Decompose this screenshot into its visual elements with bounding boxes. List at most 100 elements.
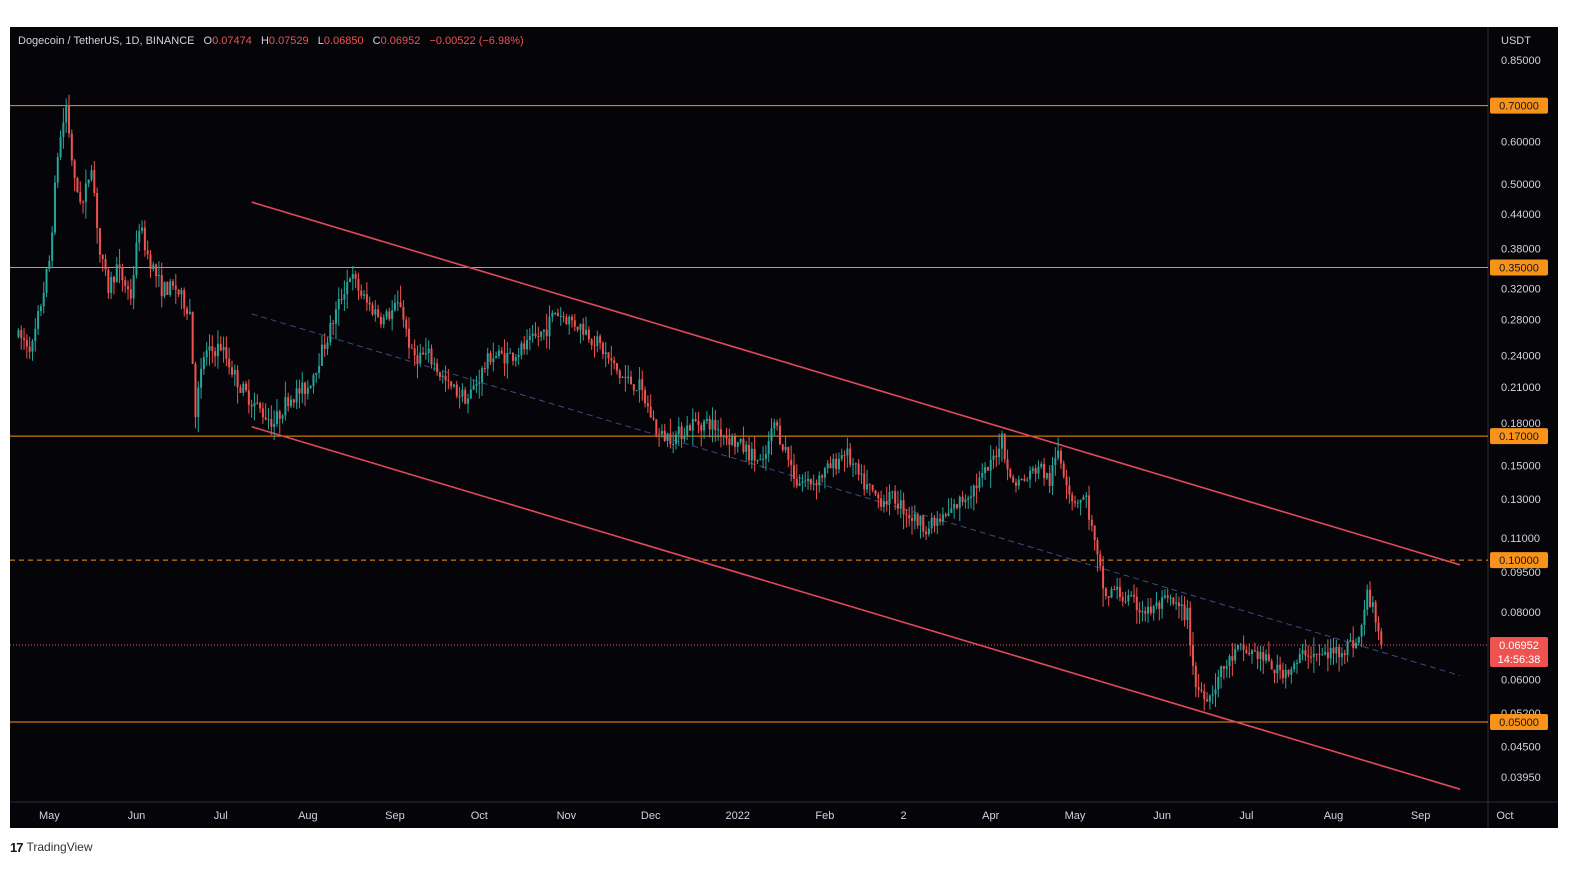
candle-body [42,292,45,307]
candle-body [245,383,248,391]
candle-body [250,404,253,407]
candle-body [1104,588,1107,597]
candle-body [1062,463,1065,477]
candle-body [1287,669,1290,675]
candle-body [1346,641,1349,656]
candle-body [1214,689,1217,695]
candle-body [214,351,217,357]
candle-body [1352,640,1355,649]
candle-body [371,304,374,315]
candle-body [247,390,250,405]
candle-body [51,232,54,261]
candle-body [1349,640,1352,642]
candle-body [736,442,739,447]
candle-body [1130,595,1133,597]
candle-body [1082,497,1085,500]
candle-body [132,275,135,299]
candle-body [1093,525,1096,541]
candle-body [478,382,481,384]
candle-body [379,316,382,325]
candle-body [722,436,725,438]
candle-body [360,290,363,296]
channel-lower-line [251,425,1461,790]
candle-body [984,467,987,474]
candle-body [222,347,225,351]
candle-body [936,518,939,526]
candle-body [343,294,346,300]
candle-body [630,376,633,385]
candle-body [461,389,464,397]
candle-body [318,365,321,373]
candle-body [28,346,31,352]
candle-body [1380,631,1383,646]
candle-body [764,454,767,459]
candle-body [1321,654,1324,656]
price-chart[interactable]: USDT 0.85000 0.60000 0.50000 0.44000 0.38000 0… [10,27,1558,828]
candle-body [48,260,51,270]
candle-body [925,531,928,535]
candle-body [264,417,267,420]
candle-body [483,367,486,369]
candle-body [863,473,866,490]
candle-body [1301,650,1304,655]
candle-body [1217,677,1220,690]
candle-body [62,122,65,138]
candle-body [492,358,495,363]
x-tick-label-13: Jun [1153,810,1171,822]
candle-body [877,494,880,499]
candle-body [849,448,852,465]
candle-body [939,518,942,522]
candle-body [84,183,87,203]
candle-body [87,179,90,184]
candle-body [1245,649,1248,653]
candle-body [1304,650,1307,656]
candle-body [778,425,781,445]
x-tick-label-7: Dec [641,810,661,822]
candle-body [1363,609,1366,626]
candle-body [1040,463,1043,467]
symbol-title[interactable]: Dogecoin / TetherUS, 1D, BINANCE [18,35,195,47]
brand-name[interactable]: TradingView [26,840,93,854]
candle-body [357,278,360,291]
candle-body [278,411,281,419]
chart-area[interactable]: USDT 0.85000 0.60000 0.50000 0.44000 0.38000 0… [10,27,1558,828]
candle-body [1329,647,1332,659]
candle-body [472,385,475,390]
candle-body [146,250,149,255]
candle-body [576,326,579,330]
candle-body [663,430,666,442]
candle-body [843,455,846,457]
candle-body [944,514,947,516]
candle-body [809,478,812,485]
candle-body [807,478,810,481]
candle-body [506,352,509,364]
candle-body [149,254,152,270]
candle-body [767,441,770,455]
tradingview-logo-icon[interactable]: 17 [10,839,24,855]
candle-body [1276,664,1279,674]
candle-body [489,353,492,363]
candle-body [610,358,613,361]
candle-body [1192,645,1195,666]
candle-body [1295,662,1298,664]
candle-body [82,201,85,203]
candle-body [1175,602,1178,604]
level-label-box-4 [1490,714,1548,731]
candle-body [731,436,734,445]
candle-body [1121,597,1124,601]
candle-body [1158,602,1161,609]
candle-body [911,518,914,521]
candle-body [228,358,231,368]
candle-body [1152,606,1155,614]
candle-body [1262,652,1265,661]
candle-body [618,370,621,378]
candle-body [635,390,638,392]
candle-body [902,500,905,515]
close-value: 0.06952 [380,35,421,47]
candle-body [689,425,692,431]
y-tick-label-6: 0.28000 [1501,315,1541,327]
level-label-1: 0.35000 [1499,262,1539,274]
candle-body [171,281,174,286]
candle-body [717,429,720,431]
candle-body [540,331,543,337]
